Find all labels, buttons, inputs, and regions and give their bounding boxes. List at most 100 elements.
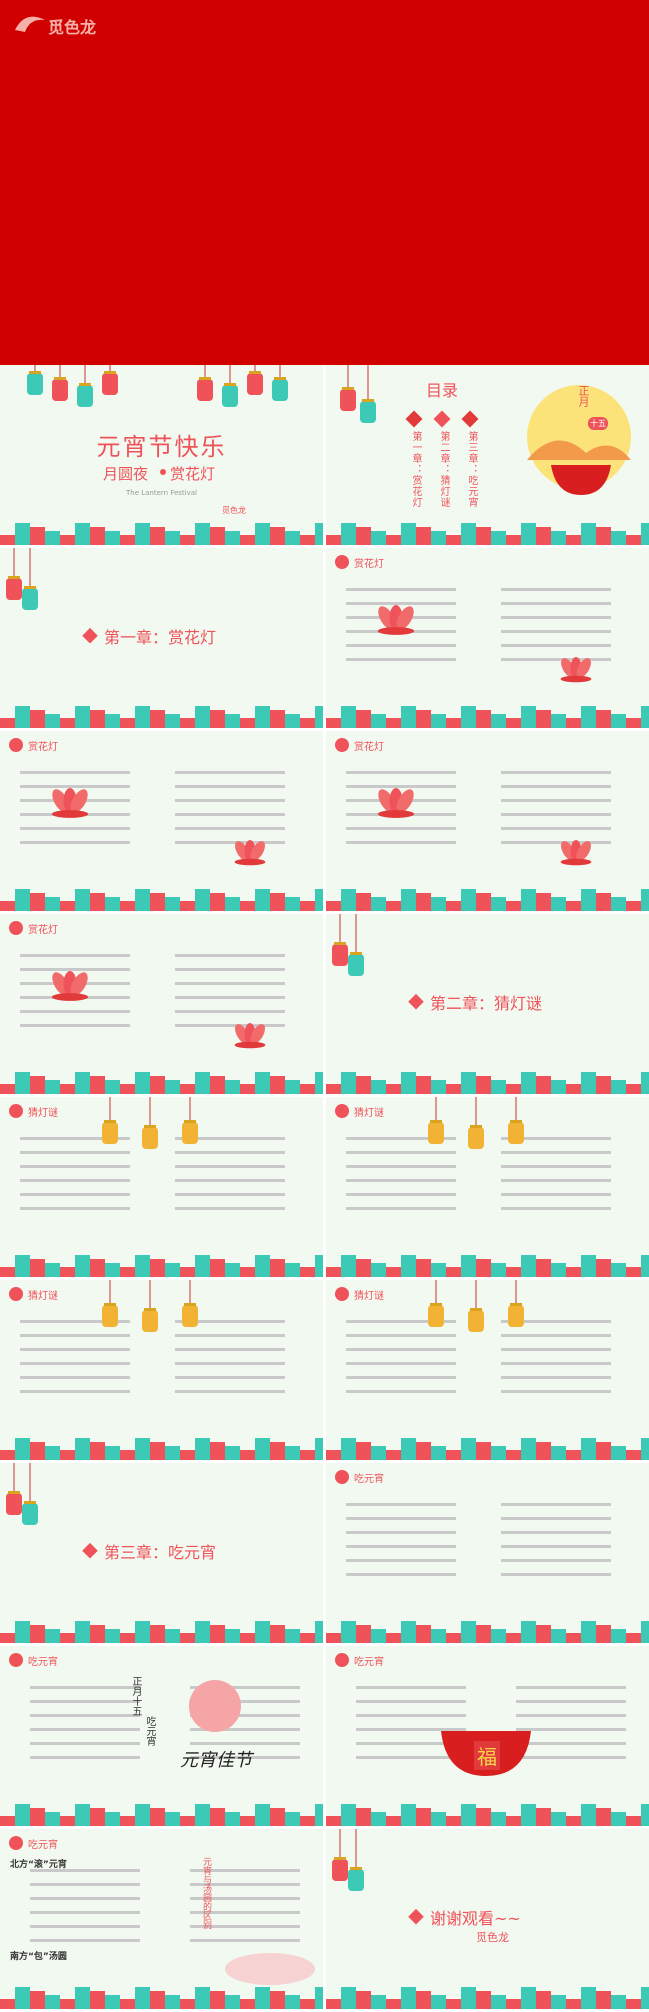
band-block — [461, 1621, 476, 1643]
text-line — [190, 1714, 300, 1717]
band-block — [401, 1438, 416, 1460]
band-block — [105, 1995, 120, 2009]
band-block — [105, 897, 120, 911]
band-block — [90, 1076, 105, 1094]
band-block — [416, 1442, 431, 1460]
band-block — [386, 535, 401, 545]
band-block — [90, 1442, 105, 1460]
text-line — [346, 1517, 456, 1520]
band-block — [120, 1816, 135, 1826]
lantern-cap — [470, 1308, 482, 1311]
band-block — [75, 1987, 90, 2009]
lantern — [332, 1859, 348, 1881]
text-line — [501, 1165, 611, 1168]
text-line — [516, 1700, 626, 1703]
cover-subtitle: 月圆夜 — [103, 465, 149, 483]
band-block — [626, 718, 641, 728]
band-block — [270, 1808, 285, 1826]
text-line — [501, 1334, 611, 1337]
band-block — [626, 1267, 641, 1277]
band-block — [45, 1629, 60, 1643]
dot — [160, 469, 166, 475]
band-block — [446, 1633, 461, 1643]
band-block — [326, 1450, 341, 1460]
text-line — [175, 813, 285, 816]
slide: 赏花灯 — [0, 914, 323, 1094]
chapter-title: 第三章：吃元宵 — [104, 1543, 217, 1562]
text-line — [346, 602, 456, 605]
band-block — [476, 1076, 491, 1094]
text-line — [356, 1686, 466, 1689]
text-line — [175, 1348, 285, 1351]
text-line — [20, 1165, 130, 1168]
band-block — [611, 897, 626, 911]
band-block — [326, 1999, 341, 2009]
band-block — [150, 1991, 165, 2009]
band-block — [30, 1991, 45, 2009]
toc-marker — [461, 410, 479, 428]
text-line — [501, 616, 611, 619]
text-line — [175, 1024, 285, 1027]
text-line — [346, 588, 456, 591]
band-block — [476, 1625, 491, 1643]
leaf — [377, 810, 415, 818]
band-block — [45, 1812, 60, 1826]
band-block — [120, 1267, 135, 1277]
band-block — [401, 1255, 416, 1277]
slide-art — [326, 914, 649, 1094]
text-line — [20, 1376, 130, 1379]
text-line — [346, 1179, 456, 1182]
slide: 猜灯谜 — [0, 1280, 323, 1460]
band-block — [431, 714, 446, 728]
band-block — [300, 1633, 315, 1643]
band-block — [386, 1816, 401, 1826]
lantern — [332, 944, 348, 966]
band-block — [416, 1991, 431, 2009]
band-block — [356, 1442, 371, 1460]
slide: 目录 第一章：赏花灯 第二章：猜灯谜 第三章：吃元宵 正月 十五 — [326, 365, 649, 545]
note: 南方“包”汤圆 — [10, 1952, 67, 1962]
text-line — [356, 1700, 466, 1703]
text-line — [501, 1531, 611, 1534]
band-block — [300, 1450, 315, 1460]
slide: 吃元宵 正月十五 吃元宵 元宵佳节 — [0, 1646, 323, 1826]
lantern-cap — [144, 1125, 156, 1128]
lantern-cap — [29, 371, 41, 374]
band-block — [506, 1816, 521, 1826]
band-block — [551, 1629, 566, 1643]
band-block — [341, 1072, 356, 1094]
band-block — [341, 523, 356, 545]
band-block — [165, 714, 180, 728]
band-block — [371, 1080, 386, 1094]
band-block — [551, 1263, 566, 1277]
band-block — [326, 535, 341, 545]
lantern-cap — [334, 1857, 346, 1860]
lantern-cap — [362, 399, 374, 402]
band-block — [521, 523, 536, 545]
caption: 吃元宵 — [144, 1716, 155, 1746]
text-line — [30, 1911, 140, 1914]
lantern — [102, 1305, 118, 1327]
band-block — [60, 535, 75, 545]
band-block — [326, 1816, 341, 1826]
lantern — [182, 1305, 198, 1327]
lantern-cap — [430, 1303, 442, 1306]
band-block — [356, 1991, 371, 2009]
band-block — [521, 1072, 536, 1094]
band-block — [386, 1999, 401, 2009]
band-block — [30, 1442, 45, 1460]
band-block — [326, 1633, 341, 1643]
band-block — [611, 1263, 626, 1277]
band-block — [210, 1625, 225, 1643]
band-block — [225, 1446, 240, 1460]
slide: 赏花灯 — [326, 731, 649, 911]
slide-art — [0, 365, 323, 545]
band-block — [45, 714, 60, 728]
band-block — [356, 1076, 371, 1094]
band-block — [446, 718, 461, 728]
band-block — [150, 1259, 165, 1277]
band-block — [611, 1446, 626, 1460]
band-block — [476, 893, 491, 911]
header-icon — [335, 1470, 349, 1484]
